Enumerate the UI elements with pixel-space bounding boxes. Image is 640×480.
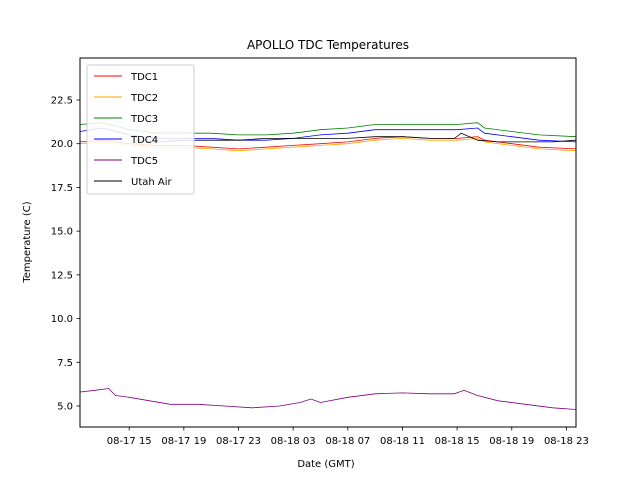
x-tick-label: 08-17 15	[107, 436, 152, 447]
legend-label: TDC3	[130, 114, 158, 125]
x-tick-label: 08-17 19	[161, 436, 206, 447]
legend: TDC1 TDC2 TDC3 TDC4 TDC5 Utah Air	[86, 64, 195, 195]
x-tick-label: 08-18 11	[380, 436, 425, 447]
legend-label: TDC2	[130, 93, 158, 104]
y-tick-label: 20.0	[51, 139, 73, 150]
y-axis-label: Temperature (C)	[22, 201, 33, 283]
x-tick-label: 08-17 23	[216, 436, 261, 447]
series-line-utah-air	[135, 132, 577, 143]
y-tick-label: 5.0	[57, 402, 73, 413]
y-tick-label: 10.0	[51, 314, 73, 325]
series-line-tdc5	[79, 388, 577, 410]
legend-box	[86, 64, 195, 195]
y-tick-label: 12.5	[51, 270, 73, 281]
legend-label: TDC5	[130, 156, 158, 167]
y-tick-label: 15.0	[51, 227, 73, 238]
chart-title: APOLLO TDC Temperatures	[247, 38, 409, 52]
x-axis: 08-17 15 08-17 19 08-17 23 08-18 03 08-18 07…	[107, 427, 589, 447]
y-tick-label: 22.5	[51, 95, 73, 106]
x-axis-label: Date (GMT)	[297, 459, 354, 470]
x-tick-label: 08-18 07	[325, 436, 370, 447]
legend-label: TDC4	[130, 135, 158, 146]
legend-label: Utah Air	[131, 177, 173, 188]
x-tick-label: 08-18 03	[271, 436, 316, 447]
x-tick-label: 08-18 19	[489, 436, 534, 447]
y-tick-label: 7.5	[57, 358, 73, 369]
legend-label: TDC1	[130, 72, 158, 83]
x-tick-label: 08-18 15	[435, 436, 480, 447]
x-tick-label: 08-18 23	[544, 436, 589, 447]
y-tick-label: 17.5	[51, 183, 73, 194]
y-axis: 5.0 7.5 10.0 12.5 15.0 17.5 20.0 22.5	[51, 95, 80, 413]
plot-area-frame	[79, 57, 577, 428]
